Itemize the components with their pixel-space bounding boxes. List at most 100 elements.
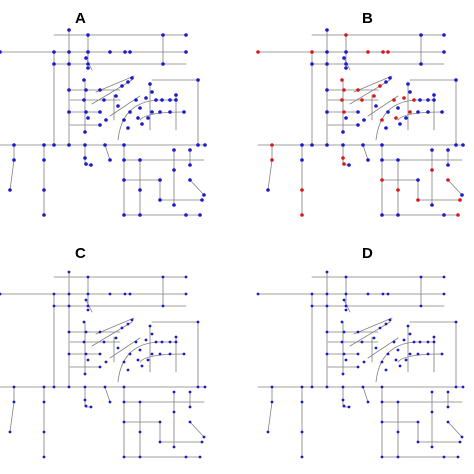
- node-marker: [432, 98, 436, 102]
- highlighted-node-marker: [360, 98, 364, 102]
- node-marker: [182, 110, 186, 114]
- node-marker: [460, 435, 464, 439]
- panel-d-markers: [256, 270, 465, 459]
- node-marker: [418, 340, 422, 344]
- node-marker: [426, 98, 430, 102]
- node-marker: [98, 330, 102, 334]
- node-marker: [130, 318, 134, 322]
- node-marker: [426, 340, 430, 344]
- node-marker: [86, 275, 90, 279]
- node-marker: [67, 352, 71, 356]
- road-segment: [349, 321, 391, 347]
- node-marker: [108, 400, 112, 404]
- panel-a-roads: [0, 29, 206, 216]
- node-marker: [140, 122, 144, 126]
- node-marker: [380, 360, 384, 364]
- node-marker: [416, 352, 420, 356]
- road-segment: [381, 421, 461, 443]
- node-marker: [347, 405, 351, 409]
- node-marker: [83, 385, 87, 389]
- road-segment: [189, 179, 205, 196]
- panel-c-roads: [0, 271, 206, 458]
- node-marker: [168, 340, 172, 344]
- panel-d: D: [256, 245, 465, 459]
- node-marker: [430, 148, 434, 152]
- node-marker: [83, 156, 87, 160]
- node-marker: [446, 148, 450, 152]
- node-marker: [432, 335, 436, 339]
- road-segment: [91, 79, 133, 105]
- road-segment: [123, 179, 203, 201]
- node-marker: [461, 385, 465, 389]
- node-marker: [384, 80, 388, 84]
- node-marker: [300, 400, 304, 404]
- highlighted-node-marker: [378, 84, 382, 88]
- node-marker: [270, 400, 274, 404]
- node-marker: [442, 292, 446, 296]
- node-marker: [380, 158, 384, 162]
- node-marker: [446, 405, 450, 409]
- node-marker: [184, 275, 188, 279]
- node-marker: [356, 352, 360, 356]
- node-marker: [104, 360, 108, 364]
- node-marker: [340, 340, 344, 344]
- node-marker: [300, 385, 304, 389]
- road-segment: [123, 421, 203, 443]
- node-marker: [356, 330, 360, 334]
- node-marker: [84, 88, 88, 92]
- node-marker: [83, 372, 87, 376]
- node-marker: [146, 116, 150, 120]
- node-marker: [416, 110, 420, 114]
- road-segment: [9, 386, 15, 433]
- node-marker: [184, 33, 188, 37]
- node-marker: [461, 143, 465, 147]
- node-marker: [150, 110, 154, 114]
- node-marker: [138, 213, 142, 217]
- node-marker: [432, 340, 436, 344]
- highlighted-node-marker: [300, 188, 304, 192]
- node-marker: [392, 340, 396, 344]
- node-marker: [52, 304, 56, 308]
- panel-b: B: [256, 10, 465, 217]
- node-marker: [454, 78, 458, 82]
- node-marker: [84, 162, 88, 166]
- node-marker: [386, 110, 390, 114]
- node-marker: [196, 385, 200, 389]
- node-marker: [184, 50, 188, 54]
- node-marker: [84, 330, 88, 334]
- node-marker: [342, 298, 346, 302]
- highlighted-node-marker: [372, 94, 376, 98]
- node-marker: [188, 420, 192, 424]
- node-marker: [456, 455, 460, 459]
- node-marker: [356, 110, 360, 114]
- node-marker: [344, 292, 348, 296]
- node-marker: [134, 98, 138, 102]
- node-marker: [158, 110, 162, 114]
- node-marker: [67, 292, 71, 296]
- node-marker: [325, 352, 329, 356]
- node-marker: [446, 390, 450, 394]
- node-marker: [42, 455, 46, 459]
- node-marker: [67, 304, 71, 308]
- node-marker: [52, 143, 56, 147]
- node-marker: [300, 455, 304, 459]
- node-marker: [372, 336, 376, 340]
- node-marker: [270, 385, 274, 389]
- panel-a: A: [0, 10, 207, 217]
- node-marker: [404, 358, 408, 362]
- node-marker: [86, 62, 90, 66]
- node-marker: [344, 308, 348, 312]
- node-marker: [84, 352, 88, 356]
- node-marker: [42, 400, 46, 404]
- node-marker: [418, 98, 422, 102]
- road-segment: [375, 99, 435, 141]
- node-marker: [184, 455, 188, 459]
- node-marker: [52, 50, 56, 54]
- node-marker: [12, 143, 16, 147]
- node-marker: [84, 110, 88, 114]
- highlighted-node-marker: [394, 116, 398, 120]
- node-marker: [123, 50, 127, 54]
- node-marker: [42, 188, 46, 192]
- node-marker: [325, 62, 329, 66]
- node-marker: [362, 360, 366, 364]
